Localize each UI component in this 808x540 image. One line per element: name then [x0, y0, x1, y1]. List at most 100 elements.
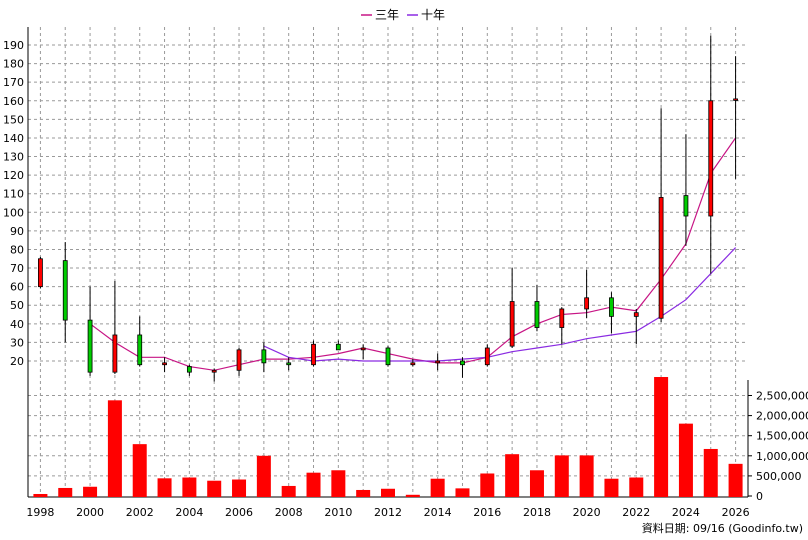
volume-bar [654, 377, 669, 497]
candle-body [62, 260, 68, 321]
x-tick-labels: 1998 2000 2002 2004 2006 2008 2010 2012 2014 2016… [26, 506, 749, 519]
price-tick-label: 30 [10, 336, 24, 349]
volume-bar [480, 473, 495, 497]
x-tick-label: 2004 [175, 506, 203, 519]
volume-tick-label: 2,500,000 [756, 390, 808, 403]
volume-bar [33, 493, 48, 497]
candle [435, 353, 441, 371]
candle-body [385, 347, 391, 366]
x-tick-label: 2000 [76, 506, 104, 519]
volume-bar [306, 472, 321, 497]
price-tick-label: 90 [10, 225, 24, 238]
price-tick-label: 130 [3, 151, 24, 164]
candle-body [658, 197, 664, 319]
price-tick-label: 120 [3, 169, 24, 182]
x-tick-label: 2026 [722, 506, 750, 519]
volume-tick-label: 1,500,000 [756, 430, 808, 443]
price-tick-label: 80 [10, 243, 24, 256]
candle-body [38, 258, 43, 288]
credit-text: 資料日期: 09/16 (Goodinfo.tw) [642, 521, 803, 535]
candle [236, 347, 242, 376]
price-tick-label: 40 [10, 318, 24, 331]
candle-body [186, 366, 192, 373]
x-tick-label: 2010 [324, 506, 352, 519]
candle-body [683, 195, 689, 217]
legend-label-three-year: 三年 [375, 8, 399, 22]
candle [335, 340, 341, 351]
volume-bar [455, 488, 470, 497]
candle [261, 342, 267, 373]
series-line [89, 137, 737, 371]
candle [38, 256, 43, 289]
candle-body [360, 347, 366, 351]
candle-body [162, 362, 167, 366]
x-tick-label: 2002 [126, 506, 154, 519]
price-tick-label: 110 [3, 188, 24, 201]
price-tick-label: 20 [10, 355, 24, 368]
volume-bar [157, 478, 172, 497]
x-tick-label: 2006 [225, 506, 253, 519]
volume-bar [182, 477, 197, 497]
candle [162, 357, 167, 373]
price-tick-label: 140 [3, 132, 24, 145]
volume-bar [703, 448, 718, 497]
candle [410, 359, 416, 367]
candle-body [236, 349, 242, 371]
moving-average-lines [89, 137, 737, 371]
volume-bar [579, 455, 594, 497]
candle-body [609, 297, 614, 317]
volume-bar [281, 485, 296, 497]
candle-body [584, 297, 590, 310]
price-tick-label: 70 [10, 262, 24, 275]
candle [509, 268, 515, 348]
candle-body [633, 312, 639, 317]
candle [534, 284, 540, 332]
x-tick-label: 2018 [523, 506, 551, 519]
candle [137, 316, 143, 367]
candle-body [335, 343, 341, 351]
volume-bar [207, 480, 222, 497]
price-tick-label: 190 [3, 39, 24, 52]
volume-bar [381, 488, 395, 497]
legend: 三年 十年 [361, 8, 445, 22]
candle-body [286, 362, 292, 366]
candle [460, 357, 465, 378]
candle [633, 308, 639, 345]
price-tick-labels: 20 30 40 50 60 70 80 90 100 110 120 130 140 150 160 170… [3, 39, 24, 368]
candle-body [410, 362, 416, 366]
candle-body [261, 349, 267, 364]
price-tick-label: 160 [3, 95, 24, 108]
volume-tick-label: 500,000 [756, 470, 802, 483]
volume-bar [256, 455, 271, 497]
candle [311, 340, 316, 367]
candle-body [211, 369, 217, 373]
volume-bar [430, 478, 445, 497]
candle [683, 134, 689, 246]
x-tick-label: 2012 [374, 506, 402, 519]
volume-bar [728, 463, 743, 497]
candle-body [534, 301, 540, 328]
volume-bar [529, 470, 544, 497]
volume-bar [232, 479, 247, 497]
candle [112, 281, 118, 375]
x-tick-label: 2016 [473, 506, 501, 519]
candle-body [137, 334, 143, 366]
volume-tick-labels: 0 500,000 1,000,000 1,500,000 2,000,000 2,500… [748, 390, 808, 503]
candle-body [509, 301, 515, 347]
volume-bar [58, 487, 73, 497]
volume-bar [331, 470, 346, 497]
candle-body [460, 360, 465, 366]
price-tick-label: 50 [10, 299, 24, 312]
volume-tick-label: 1,000,000 [756, 450, 808, 463]
volume-bar [132, 444, 147, 497]
candle [609, 292, 614, 334]
legend-label-ten-year: 十年 [421, 8, 445, 22]
x-tick-label: 2022 [622, 506, 650, 519]
x-tick-label: 2024 [672, 506, 700, 519]
candle [559, 307, 565, 345]
candle-body [435, 360, 441, 364]
candle-body [559, 308, 565, 328]
volume-bars [33, 377, 743, 497]
candle [186, 364, 192, 376]
